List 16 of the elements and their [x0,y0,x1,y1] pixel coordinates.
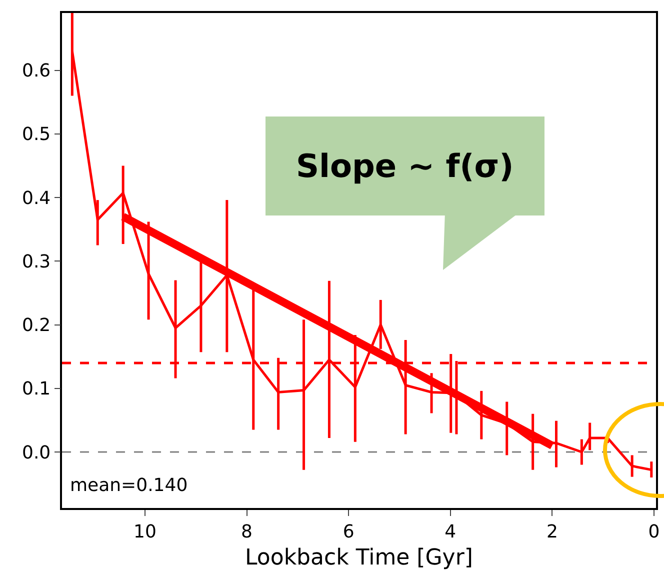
y-tick-label: 0.3 [22,251,51,272]
x-tick-label: 10 [134,521,156,542]
x-tick-label: 0 [648,521,660,542]
x-tick-label: 8 [241,521,252,542]
x-axis-title: Lookback Time [Gyr] [245,546,473,571]
y-tick-label: 0.2 [22,315,51,336]
y-tick-label: 0.4 [22,188,51,209]
x-tick-label: 6 [342,521,354,542]
y-tick-label: 0.6 [22,60,51,82]
x-tick-label: 2 [546,521,558,542]
y-tick-label: 0.5 [22,124,51,146]
x-tick-label: 4 [444,521,456,542]
annotation: Slope ~ f(σ) [296,147,514,185]
y-tick-label: 0.1 [22,378,51,400]
annotation: mean=0.140 [70,475,188,496]
y-tick-label: 0.0 [22,442,51,464]
